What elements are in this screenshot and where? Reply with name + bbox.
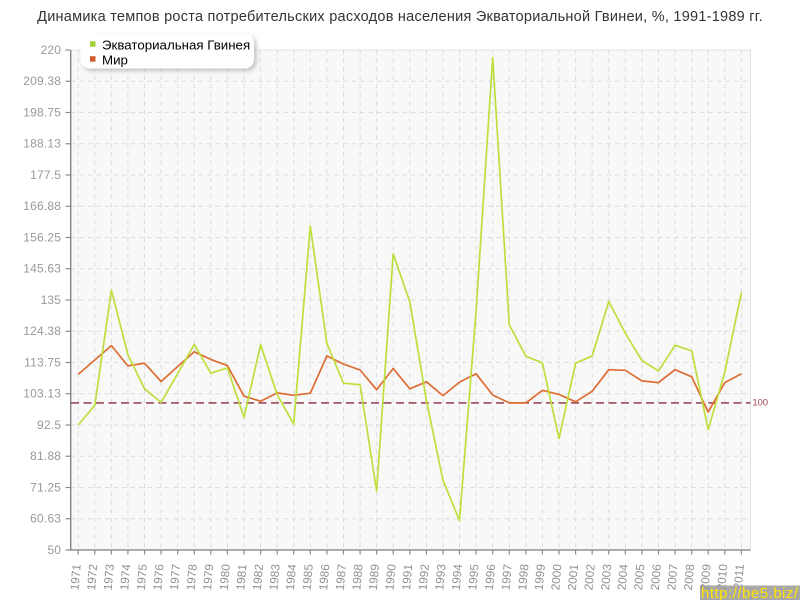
svg-text:1993: 1993 (432, 563, 448, 591)
svg-text:1972: 1972 (84, 564, 100, 591)
svg-text:81.88: 81.88 (30, 449, 61, 463)
svg-text:1976: 1976 (150, 563, 166, 591)
svg-text:71.25: 71.25 (30, 480, 61, 494)
svg-text:1985: 1985 (300, 563, 316, 591)
svg-text:220: 220 (41, 43, 62, 57)
svg-text:1979: 1979 (200, 564, 216, 591)
svg-text:1977: 1977 (167, 564, 183, 591)
svg-text:Мир: Мир (102, 52, 128, 67)
svg-text:2002: 2002 (581, 564, 597, 591)
svg-text:2007: 2007 (664, 564, 680, 591)
svg-text:113.75: 113.75 (24, 355, 61, 369)
svg-text:198.75: 198.75 (23, 105, 61, 119)
svg-text:1981: 1981 (233, 564, 249, 591)
svg-text:92.5: 92.5 (37, 418, 61, 432)
svg-text:1998: 1998 (515, 563, 531, 591)
svg-text:1990: 1990 (382, 563, 398, 591)
svg-text:124.38: 124.38 (23, 324, 61, 338)
svg-text:1986: 1986 (316, 563, 332, 591)
svg-text:188.13: 188.13 (23, 137, 61, 151)
svg-text:1999: 1999 (532, 564, 548, 591)
svg-text:1978: 1978 (184, 563, 200, 591)
svg-text:Экваториальная Гвинея: Экваториальная Гвинея (102, 38, 250, 53)
svg-text:1973: 1973 (101, 563, 117, 591)
svg-text:1989: 1989 (366, 564, 382, 591)
svg-text:2000: 2000 (548, 563, 564, 591)
svg-text:1971: 1971 (67, 564, 83, 591)
svg-text:2003: 2003 (598, 563, 614, 591)
svg-text:2008: 2008 (681, 563, 697, 591)
svg-text:166.88: 166.88 (23, 199, 61, 213)
svg-text:1974: 1974 (117, 563, 133, 591)
svg-text:60.63: 60.63 (30, 512, 61, 526)
svg-text:209.38: 209.38 (23, 74, 61, 88)
svg-text:2009: 2009 (697, 564, 713, 591)
svg-text:2004: 2004 (615, 563, 631, 591)
svg-text:1975: 1975 (134, 563, 150, 591)
svg-text:1988: 1988 (349, 563, 365, 591)
svg-text:156.25: 156.25 (23, 230, 61, 244)
svg-text:http://be5.biz/: http://be5.biz/ (701, 585, 799, 600)
svg-text:135: 135 (41, 293, 62, 307)
svg-text:145.63: 145.63 (23, 262, 61, 276)
svg-text:2011: 2011 (731, 564, 747, 590)
svg-text:2001: 2001 (565, 564, 581, 591)
svg-text:103.13: 103.13 (23, 387, 61, 401)
svg-text:1994: 1994 (449, 563, 465, 591)
svg-text:177.5: 177.5 (30, 168, 61, 182)
svg-text:1980: 1980 (217, 563, 233, 591)
svg-text:1992: 1992 (416, 564, 432, 591)
svg-text:1984: 1984 (283, 563, 299, 591)
svg-text:1997: 1997 (499, 564, 515, 591)
svg-text:50: 50 (47, 543, 61, 557)
svg-text:1982: 1982 (250, 564, 266, 591)
svg-text:1995: 1995 (465, 563, 481, 591)
svg-text:1996: 1996 (482, 563, 498, 591)
svg-text:1991: 1991 (399, 564, 415, 591)
svg-text:1983: 1983 (266, 563, 282, 591)
svg-text:100: 100 (753, 397, 769, 407)
svg-text:2010: 2010 (714, 563, 730, 591)
svg-text:2005: 2005 (631, 563, 647, 591)
svg-text:2006: 2006 (648, 563, 664, 591)
svg-text:1987: 1987 (333, 564, 349, 591)
svg-text:Динамика темпов роста потребит: Динамика темпов роста потребительских ра… (37, 9, 763, 25)
